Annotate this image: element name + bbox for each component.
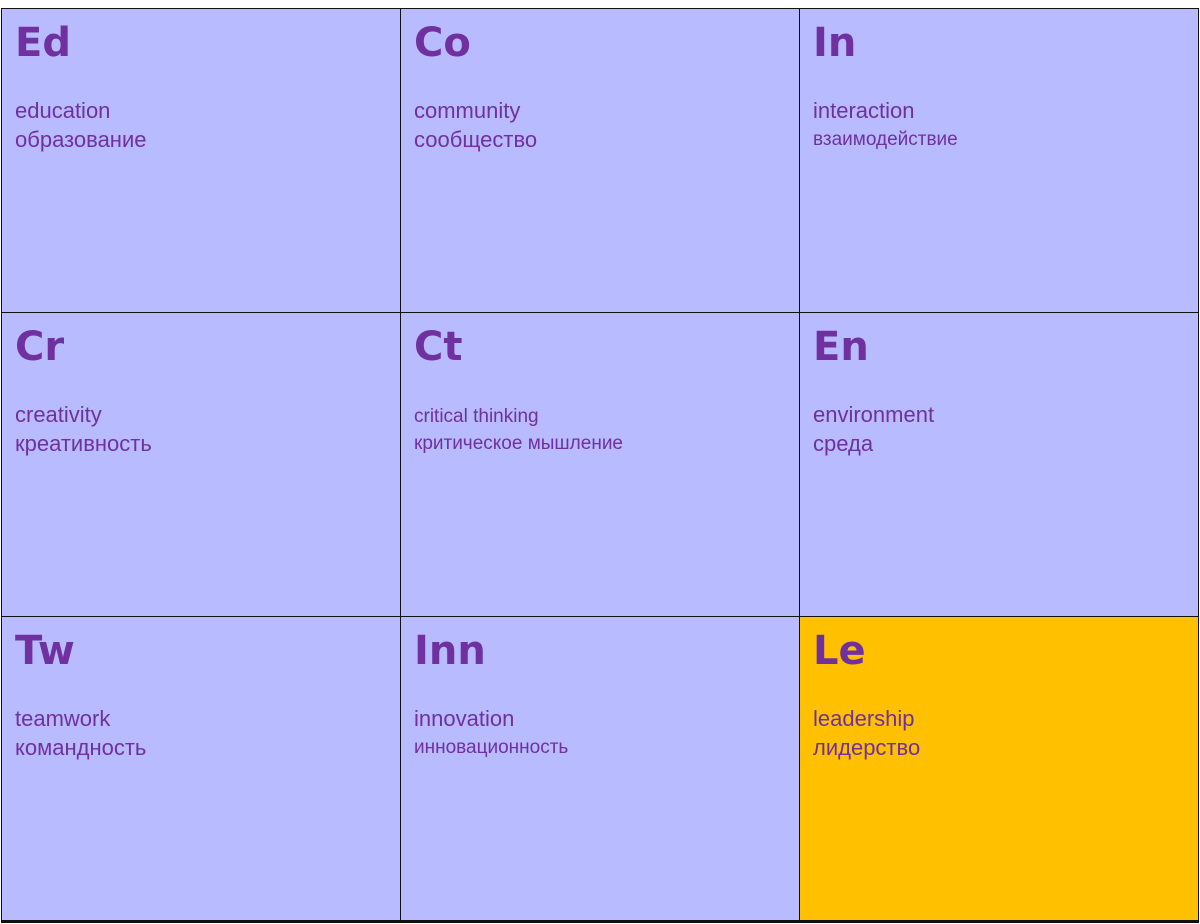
- cell-abbreviation: En: [813, 324, 869, 370]
- cell-critical-thinking: Ct critical thinking критическое мышлени…: [401, 313, 799, 616]
- cell-english-term: creativity: [15, 402, 102, 427]
- cell-russian-term: лидерство: [813, 735, 921, 760]
- cell-russian-term: среда: [813, 431, 874, 456]
- cell-english-term: education: [15, 98, 111, 123]
- cell-abbreviation: In: [813, 20, 857, 66]
- competency-grid: Ed education образование Co community со…: [1, 8, 1199, 923]
- cell-abbreviation: Ed: [15, 20, 71, 66]
- cell-education: Ed education образование: [2, 9, 400, 312]
- cell-english-term: interaction: [813, 98, 915, 123]
- cell-russian-term: инновационность: [414, 737, 569, 758]
- cell-abbreviation: Tw: [15, 628, 75, 674]
- cell-english-term: community: [414, 98, 521, 123]
- cell-english-term: environment: [813, 402, 935, 427]
- cell-russian-term: образование: [15, 127, 147, 152]
- cell-russian-term: сообщество: [414, 127, 538, 152]
- cell-teamwork: Tw teamwork командность: [2, 617, 400, 920]
- cell-interaction: In interaction взаимодействие: [800, 9, 1198, 312]
- cell-russian-term: взаимодействие: [813, 129, 958, 150]
- cell-environment: En environment среда: [800, 313, 1198, 616]
- cell-abbreviation: Inn: [414, 628, 486, 674]
- cell-english-term: innovation: [414, 706, 515, 731]
- cell-creativity: Cr creativity креативность: [2, 313, 400, 616]
- cell-english-term: teamwork: [15, 706, 111, 731]
- cell-innovation: Inn innovation инновационность: [401, 617, 799, 920]
- cell-abbreviation: Le: [813, 628, 866, 674]
- cell-community: Co community сообщество: [401, 9, 799, 312]
- cell-leadership: Le leadership лидерство: [800, 617, 1198, 920]
- cell-abbreviation: Co: [414, 20, 471, 66]
- cell-russian-term: критическое мышление: [414, 433, 623, 454]
- cell-russian-term: креативность: [15, 431, 152, 456]
- cell-russian-term: командность: [15, 735, 147, 760]
- cell-abbreviation: Ct: [414, 324, 463, 370]
- cell-abbreviation: Cr: [15, 324, 65, 370]
- cell-english-term: critical thinking: [414, 406, 539, 427]
- cell-english-term: leadership: [813, 706, 915, 731]
